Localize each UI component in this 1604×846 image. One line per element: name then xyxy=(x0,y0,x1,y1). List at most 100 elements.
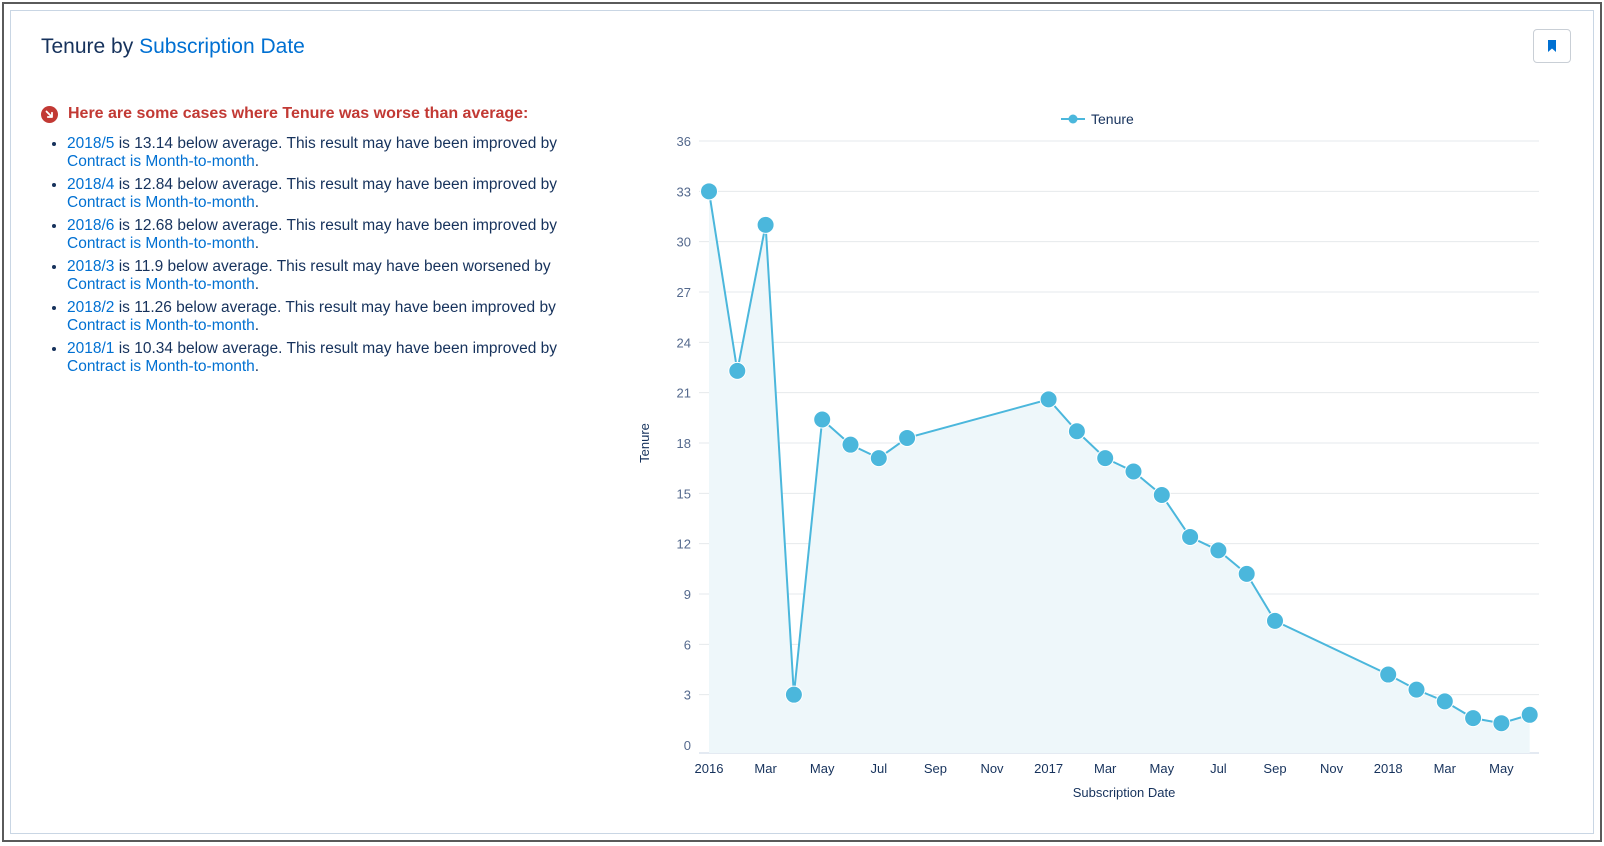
y-tick-label: 6 xyxy=(684,637,691,652)
list-item: 2018/6 is 12.68 below average. This resu… xyxy=(67,217,601,252)
data-point xyxy=(700,182,718,201)
widget-panel: Tenure by Subscription Date Here are som… xyxy=(10,10,1594,834)
y-tick-label: 18 xyxy=(677,436,691,451)
list-item: 2018/1 is 10.34 below average. This resu… xyxy=(67,340,601,375)
x-tick-label: Mar xyxy=(1434,761,1457,776)
period-link[interactable]: 2018/5 xyxy=(67,135,115,152)
data-point xyxy=(869,449,888,468)
x-tick-label: May xyxy=(1150,761,1175,776)
data-point xyxy=(1520,705,1539,724)
x-tick-label: May xyxy=(810,761,835,776)
y-tick-label: 36 xyxy=(677,134,691,149)
insights-header: Here are some cases where Tenure was wor… xyxy=(41,105,601,123)
case-text: is 12.84 below average. This result may … xyxy=(114,176,557,193)
case-end: . xyxy=(254,152,260,170)
x-tick-label: 2016 xyxy=(695,761,724,776)
list-item: 2018/2 is 11.26 below average. This resu… xyxy=(67,299,601,334)
x-tick-label: May xyxy=(1489,761,1514,776)
x-tick-label: Sep xyxy=(924,761,947,776)
case-text: is 10.34 below average. This result may … xyxy=(114,340,557,357)
data-point xyxy=(841,435,860,454)
factor-link[interactable]: Contract is Month-to-month xyxy=(67,275,255,293)
y-tick-label: 21 xyxy=(677,386,691,401)
data-point xyxy=(1464,709,1483,728)
bookmark-icon xyxy=(1548,40,1556,52)
period-link[interactable]: 2018/3 xyxy=(67,258,115,275)
insights-heading: Here are some cases where Tenure was wor… xyxy=(68,105,529,122)
x-tick-label: Jul xyxy=(870,761,887,776)
y-tick-label: 3 xyxy=(684,688,691,703)
data-point xyxy=(1039,390,1058,409)
data-point xyxy=(756,215,775,234)
case-text: is 12.68 below average. This result may … xyxy=(114,217,557,234)
period-link[interactable]: 2018/1 xyxy=(67,340,115,357)
factor-link[interactable]: Contract is Month-to-month xyxy=(67,357,255,375)
factor-link[interactable]: Contract is Month-to-month xyxy=(67,193,255,211)
data-point xyxy=(1492,714,1511,733)
legend-marker xyxy=(1068,114,1078,124)
x-tick-label: Sep xyxy=(1263,761,1286,776)
factor-link[interactable]: Contract is Month-to-month xyxy=(67,316,255,334)
case-end: . xyxy=(254,275,260,293)
case-text: is 11.9 below average. This result may h… xyxy=(114,258,551,275)
case-end: . xyxy=(254,357,260,375)
x-tick-label: Nov xyxy=(1320,761,1344,776)
x-axis-title: Subscription Date xyxy=(1073,785,1176,800)
data-point xyxy=(1435,692,1454,711)
widget-title: Tenure by Subscription Date xyxy=(41,35,305,59)
data-point xyxy=(1152,486,1171,505)
period-link[interactable]: 2018/4 xyxy=(67,176,115,193)
series-area-tenure xyxy=(709,191,1530,753)
x-tick-label: 2018 xyxy=(1374,761,1403,776)
period-link[interactable]: 2018/6 xyxy=(67,217,115,234)
factor-link[interactable]: Contract is Month-to-month xyxy=(67,152,255,170)
data-point xyxy=(784,685,803,704)
x-tick-label: Nov xyxy=(980,761,1004,776)
arrow-down-right-icon xyxy=(41,105,58,123)
y-tick-label: 30 xyxy=(677,235,691,250)
period-link[interactable]: 2018/2 xyxy=(67,299,115,316)
y-tick-label: 15 xyxy=(677,486,691,501)
factor-link[interactable]: Contract is Month-to-month xyxy=(67,234,255,252)
y-tick-label: 33 xyxy=(677,184,691,199)
x-tick-label: Jul xyxy=(1210,761,1227,776)
data-point xyxy=(1379,665,1398,684)
x-tick-label: Mar xyxy=(1094,761,1117,776)
list-item: 2018/4 is 12.84 below average. This resu… xyxy=(67,176,601,211)
data-point xyxy=(813,410,832,429)
y-tick-label: 9 xyxy=(684,587,691,602)
list-item: 2018/5 is 13.14 below average. This resu… xyxy=(67,135,601,170)
title-prefix: Tenure by xyxy=(41,35,134,58)
y-tick-label: 12 xyxy=(677,537,691,552)
y-tick-label: 27 xyxy=(677,285,691,300)
data-point xyxy=(1407,680,1426,699)
y-tick-label: 24 xyxy=(677,335,691,350)
case-end: . xyxy=(254,234,260,252)
data-point xyxy=(1124,462,1143,481)
case-text: is 13.14 below average. This result may … xyxy=(114,135,557,152)
data-point xyxy=(1237,564,1256,583)
case-end: . xyxy=(254,316,260,334)
data-point xyxy=(1181,527,1200,546)
data-point xyxy=(1209,541,1228,560)
y-axis-title: Tenure xyxy=(637,423,652,463)
bookmark-button[interactable] xyxy=(1533,29,1571,63)
legend-label: Tenure xyxy=(1091,111,1134,127)
list-item: 2018/3 is 11.9 below average. This resul… xyxy=(67,258,601,293)
x-tick-label: 2017 xyxy=(1034,761,1063,776)
data-point xyxy=(1067,422,1086,441)
x-tick-label: Mar xyxy=(754,761,777,776)
data-point xyxy=(1266,611,1284,630)
data-point xyxy=(728,361,747,380)
insights-panel: Here are some cases where Tenure was wor… xyxy=(41,105,601,381)
title-link-subscription-date[interactable]: Subscription Date xyxy=(139,35,305,58)
data-point xyxy=(1096,449,1115,468)
data-point xyxy=(898,428,917,447)
insights-list: 2018/5 is 13.14 below average. This resu… xyxy=(41,135,601,375)
case-end: . xyxy=(254,193,260,211)
y-tick-label: 0 xyxy=(684,738,691,753)
tenure-chart: 0 3 6 9 12 15 18 21 24 27 30 33 36 2016 Mar May Jul Sep No… xyxy=(631,101,1591,841)
case-text: is 11.26 below average. This result may … xyxy=(114,299,556,316)
